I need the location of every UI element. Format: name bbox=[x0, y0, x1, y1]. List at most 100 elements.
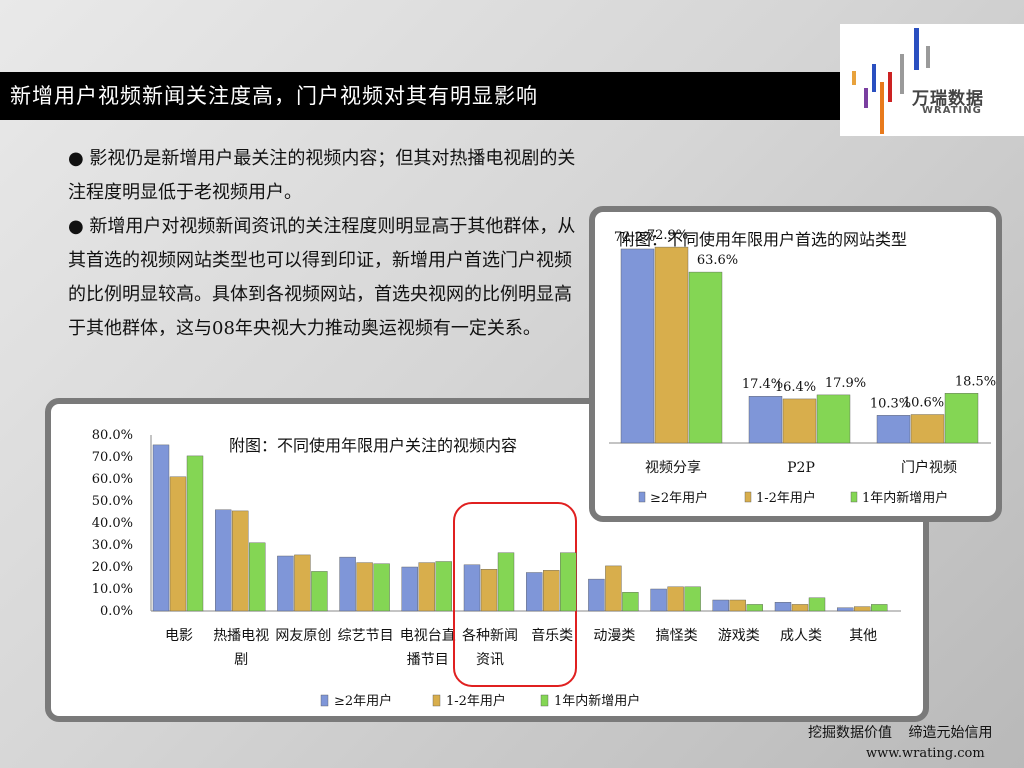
x-tick-label: 热播电视 bbox=[213, 628, 269, 644]
content-interest-chart: 0.0% 10.0% 20.0% 30.0% 40.0% 50.0% 60.0% 70.0% 8… bbox=[92, 428, 901, 709]
logo-bars-icon bbox=[852, 28, 930, 134]
y-tick-label: 10.0% bbox=[92, 582, 133, 597]
bar bbox=[605, 565, 622, 612]
bar bbox=[497, 552, 515, 612]
bar bbox=[401, 566, 418, 612]
bar bbox=[418, 562, 435, 612]
bar bbox=[214, 509, 232, 612]
x-tick-label: 其他 bbox=[849, 628, 877, 644]
x-tick-label: 动漫类 bbox=[593, 628, 635, 644]
x-tick-label: 电视台直 bbox=[400, 627, 456, 644]
legend-label: 1年内新增用户 bbox=[554, 693, 640, 709]
slide-title: 新增用户视频新闻关注度高，门户视频对其有明显影响 bbox=[0, 72, 840, 120]
x-tick-label: 音乐类 bbox=[531, 627, 573, 644]
bar bbox=[186, 455, 204, 612]
y-tick-label: 60.0% bbox=[92, 472, 133, 487]
footer-slogan: 挖掘数据价值 缔造元始信用 bbox=[808, 725, 993, 741]
bar bbox=[588, 578, 605, 612]
bar bbox=[435, 561, 452, 612]
bar bbox=[808, 597, 826, 612]
x-tick-label: 游戏类 bbox=[718, 628, 760, 644]
bar bbox=[684, 586, 701, 612]
bar bbox=[654, 246, 689, 444]
bar bbox=[622, 592, 639, 612]
site-type-chart-panel: 72.2% 72.9% 63.6% 视频分享 17.4% 16.4% 17.9% P2P 10.… bbox=[589, 206, 1002, 522]
x-tick-label: 搞怪类 bbox=[656, 628, 698, 644]
x-tick-label: 播节目 bbox=[407, 652, 449, 668]
data-label: 16.4% bbox=[775, 380, 816, 395]
legend-swatch bbox=[850, 491, 858, 503]
x-tick-label: 综艺节目 bbox=[338, 628, 394, 644]
bar bbox=[339, 556, 356, 612]
bar bbox=[480, 568, 498, 612]
x-tick-label: 视频分享 bbox=[645, 459, 701, 476]
data-label: 17.9% bbox=[825, 376, 866, 391]
bar bbox=[944, 393, 979, 444]
bar bbox=[248, 542, 266, 612]
bar bbox=[729, 599, 746, 612]
y-tick-label: 20.0% bbox=[92, 560, 133, 575]
legend-swatch bbox=[320, 694, 329, 707]
site-type-chart-title: 附图：不同使用年限用户首选的网站类型 bbox=[619, 230, 908, 249]
data-label: 72.2% bbox=[614, 230, 655, 245]
bar bbox=[667, 586, 684, 612]
legend-label: ≥2年用户 bbox=[334, 693, 392, 709]
bar bbox=[871, 604, 888, 612]
bar bbox=[311, 571, 328, 612]
y-tick-label: 50.0% bbox=[92, 494, 133, 509]
bar bbox=[837, 607, 854, 612]
y-tick-label: 30.0% bbox=[92, 538, 133, 553]
data-label: 17.4% bbox=[742, 377, 783, 392]
x-tick-label: 成人类 bbox=[780, 628, 822, 644]
legend-swatch bbox=[540, 694, 549, 707]
bar bbox=[910, 414, 945, 444]
legend-label: 1-2年用户 bbox=[446, 693, 506, 709]
bar bbox=[816, 394, 851, 444]
data-label: 10.3% bbox=[870, 396, 911, 411]
legend-swatch bbox=[638, 491, 646, 503]
logo: 万瑞数据 WRATING bbox=[840, 24, 1024, 136]
bar bbox=[277, 555, 294, 612]
legend-label: ≥2年用户 bbox=[650, 490, 708, 506]
y-tick-label: 0.0% bbox=[100, 604, 133, 619]
bar bbox=[876, 415, 911, 444]
bar bbox=[791, 604, 809, 612]
bar bbox=[543, 570, 560, 612]
x-tick-label: P2P bbox=[787, 460, 815, 476]
legend-swatch bbox=[744, 491, 752, 503]
x-tick-label: 剧 bbox=[234, 652, 248, 668]
data-label: 18.5% bbox=[955, 374, 996, 389]
bar bbox=[774, 601, 792, 612]
data-label: 10.6% bbox=[903, 396, 944, 411]
bar bbox=[463, 564, 481, 612]
bar bbox=[712, 599, 729, 612]
x-tick-label: 网友原创 bbox=[275, 628, 331, 644]
bar bbox=[854, 606, 871, 612]
bar bbox=[373, 563, 390, 612]
footer-url[interactable]: www.wrating.com bbox=[866, 746, 985, 761]
y-tick-label: 80.0% bbox=[92, 428, 133, 443]
bar bbox=[746, 604, 763, 612]
y-tick-label: 70.0% bbox=[92, 450, 133, 465]
x-tick-label: 资讯 bbox=[476, 652, 504, 668]
bullet-2: ● 新增用户对视频新闻资讯的关注程度则明显高于其他群体，从其首选的视频网站类型也… bbox=[68, 216, 576, 339]
bar bbox=[294, 554, 311, 612]
legend-label: 1-2年用户 bbox=[756, 490, 816, 506]
x-tick-label: 电影 bbox=[165, 628, 193, 644]
bar bbox=[560, 552, 577, 612]
legend-swatch bbox=[432, 694, 441, 707]
legend-label: 1年内新增用户 bbox=[862, 490, 948, 506]
data-label: 72.9% bbox=[647, 228, 688, 243]
bar bbox=[526, 572, 543, 612]
data-label: 63.6% bbox=[697, 253, 738, 268]
bar bbox=[748, 396, 783, 444]
bar bbox=[650, 588, 667, 612]
y-tick-label: 40.0% bbox=[92, 516, 133, 531]
x-tick-label: 各种新闻 bbox=[462, 628, 518, 644]
bar bbox=[782, 398, 817, 444]
bullet-list: ● 影视仍是新增用户最关注的视频内容；但其对热播电视剧的关注程度明显低于老视频用… bbox=[68, 142, 578, 346]
bar bbox=[231, 510, 249, 612]
bar bbox=[688, 271, 723, 444]
bar bbox=[356, 562, 373, 612]
bar bbox=[620, 248, 655, 444]
